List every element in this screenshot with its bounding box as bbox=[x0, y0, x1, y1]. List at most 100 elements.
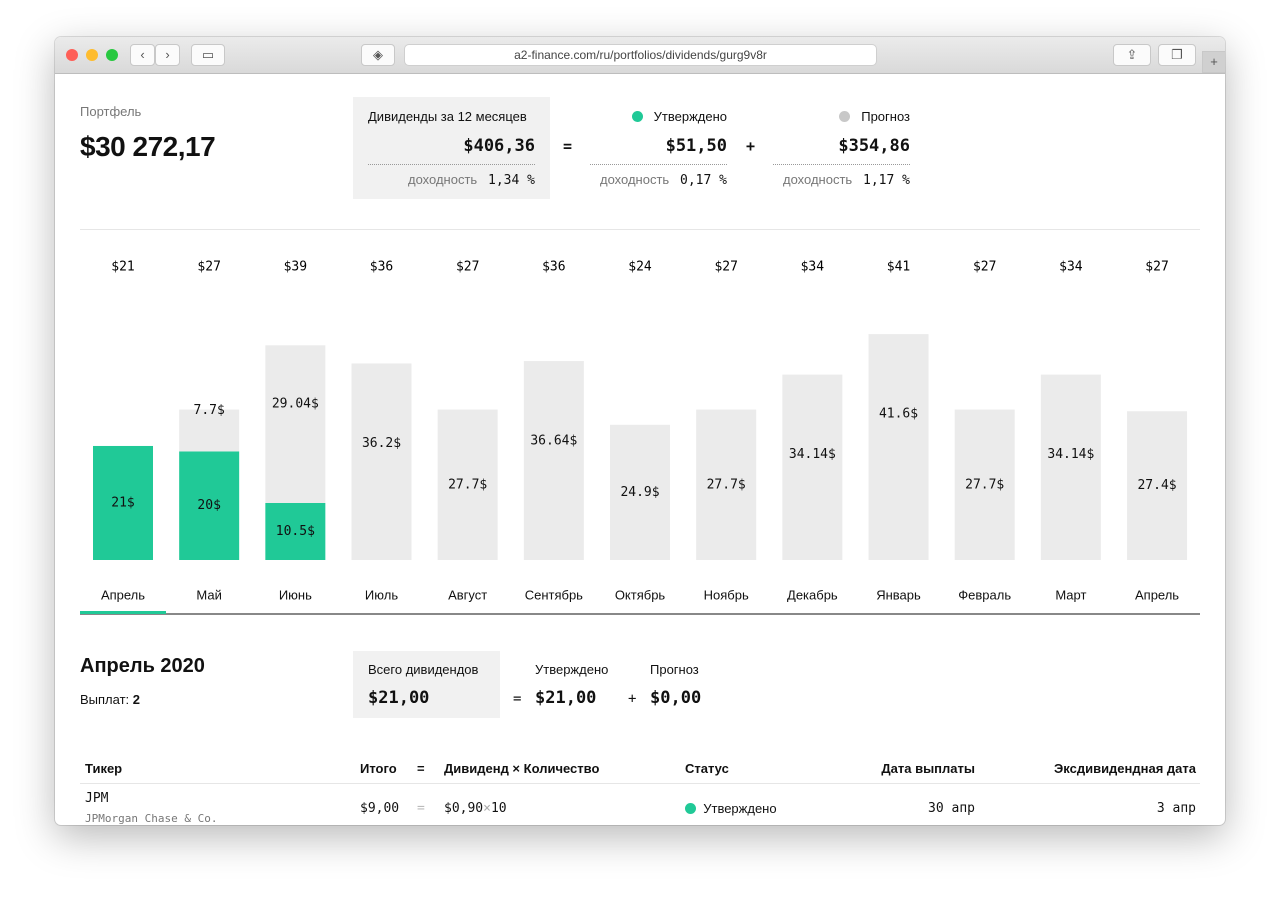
yield-value: 1,17 % bbox=[863, 173, 910, 188]
payments-count: 2 bbox=[132, 692, 141, 707]
portfolio-value: $30 272,17 bbox=[80, 131, 216, 162]
summary-title: Дивиденды за 12 месяцев bbox=[368, 109, 527, 124]
header-cell: Тикер bbox=[85, 761, 123, 776]
month-tab[interactable]: Август bbox=[448, 587, 487, 602]
period-forecast: $0,00 bbox=[650, 688, 702, 708]
bar-segment[interactable] bbox=[1040, 374, 1101, 560]
bar-segment[interactable] bbox=[954, 409, 1015, 560]
divider bbox=[590, 164, 727, 165]
bar-segment[interactable] bbox=[782, 374, 843, 560]
header-cell: Итого bbox=[360, 761, 397, 776]
status-label: Утверждено bbox=[703, 801, 777, 816]
bar-segment[interactable] bbox=[868, 334, 929, 560]
bar-segment[interactable] bbox=[610, 424, 671, 560]
bar-label: 7.7$ bbox=[194, 403, 225, 418]
status: Утверждено bbox=[685, 801, 777, 816]
bar-segment[interactable] bbox=[437, 409, 498, 560]
close-button[interactable] bbox=[66, 49, 78, 61]
browser-window: ‹ › ▭ ◈ a2-finance.com/ru/portfolios/div… bbox=[55, 37, 1225, 825]
divider bbox=[368, 164, 535, 165]
month-tab[interactable]: Март bbox=[1055, 587, 1086, 602]
address-bar[interactable]: a2-finance.com/ru/portfolios/dividends/g… bbox=[404, 44, 877, 66]
month-tab[interactable]: Январь bbox=[876, 587, 921, 602]
share-button[interactable]: ⇪ bbox=[1113, 44, 1151, 66]
bar-segment[interactable] bbox=[265, 345, 326, 503]
legend-dot bbox=[631, 111, 643, 122]
bar-segment[interactable] bbox=[523, 361, 584, 560]
total-label: $27 bbox=[973, 260, 996, 275]
ticker[interactable]: JPM bbox=[85, 791, 109, 806]
total-label: $27 bbox=[197, 260, 220, 275]
bar-segment[interactable] bbox=[351, 363, 412, 560]
summary-total: $406,36 bbox=[463, 136, 535, 156]
forecast-total: $354,86 bbox=[838, 136, 910, 156]
month-tab[interactable]: Июль bbox=[365, 587, 398, 602]
yield-label: доходность bbox=[782, 172, 853, 187]
dividend-chart: $21 21$ Апрель $27 20$ 7.7$ Май $39 10.5$ 29.04$ И… bbox=[80, 260, 1200, 615]
bar-label: 34.14$ bbox=[789, 447, 836, 462]
bar-label: 27.7$ bbox=[965, 477, 1004, 492]
payments-label: Выплат: bbox=[80, 692, 130, 707]
legend-label: Утверждено bbox=[653, 109, 727, 124]
active-tab-indicator bbox=[80, 611, 166, 614]
bar-label: 21$ bbox=[111, 495, 135, 510]
bar-segment[interactable] bbox=[265, 502, 326, 560]
total-label: $34 bbox=[801, 260, 825, 275]
bar-segment[interactable] bbox=[93, 445, 153, 560]
sidebar-button[interactable]: ▭ bbox=[191, 44, 225, 66]
ex-date: 3 апр bbox=[1156, 801, 1196, 816]
total-label: $34 bbox=[1059, 260, 1083, 275]
bar-label: 27.4$ bbox=[1137, 478, 1176, 493]
month-tab[interactable]: Октябрь bbox=[615, 587, 666, 602]
total-label: $39 bbox=[284, 260, 307, 275]
month-tab[interactable]: Сентябрь bbox=[525, 587, 583, 602]
period-approved: $21,00 bbox=[535, 688, 597, 708]
header-cell: Дивиденд × Количество bbox=[444, 761, 600, 776]
month-tab[interactable]: Декабрь bbox=[787, 587, 838, 602]
bar-segment[interactable] bbox=[179, 451, 240, 560]
tabs-button[interactable]: ❐ bbox=[1158, 44, 1196, 66]
forward-button[interactable]: › bbox=[155, 44, 180, 66]
month-tab[interactable]: Февраль bbox=[958, 587, 1011, 602]
month-tab[interactable]: Апрель bbox=[101, 587, 145, 602]
period-approved-label: Утверждено bbox=[535, 662, 609, 677]
back-button[interactable]: ‹ bbox=[130, 44, 155, 66]
quantity: 10 bbox=[490, 801, 507, 816]
bar-label: 36.2$ bbox=[362, 436, 401, 451]
legend-forecast: Прогноз bbox=[773, 109, 910, 124]
bar-label: 29.04$ bbox=[272, 397, 319, 412]
payments: Выплат: 2 bbox=[80, 692, 140, 707]
month-tab[interactable]: Ноябрь bbox=[704, 587, 749, 602]
legend-dot bbox=[839, 111, 851, 122]
plus: + bbox=[746, 137, 756, 155]
separator bbox=[80, 229, 1200, 230]
total-label: $36 bbox=[370, 260, 393, 275]
company: JPMorgan Chase & Co. bbox=[85, 812, 218, 825]
equals: = bbox=[563, 137, 573, 155]
header-cell: Дата выплаты bbox=[881, 761, 975, 776]
minimize-button[interactable] bbox=[86, 49, 98, 61]
bar-label: 27.7$ bbox=[707, 477, 746, 492]
bar-segment[interactable] bbox=[179, 409, 240, 452]
month-tab[interactable]: Май bbox=[196, 587, 221, 602]
period-total-label: Всего дивидендов bbox=[368, 662, 479, 677]
page-content: Портфель $30 272,17 Дивиденды за 12 меся… bbox=[55, 74, 1225, 825]
bar-label: 20$ bbox=[197, 498, 221, 513]
new-tab-button[interactable]: + bbox=[1202, 51, 1225, 73]
url: a2-finance.com/ru/portfolios/dividends/g… bbox=[514, 48, 767, 62]
yield-row: доходность 0,17 % bbox=[590, 172, 727, 188]
portfolio-label: Портфель bbox=[80, 104, 142, 119]
month-tab[interactable]: Апрель bbox=[1135, 587, 1179, 602]
zoom-button[interactable] bbox=[106, 49, 118, 61]
shield-button[interactable]: ◈ bbox=[361, 44, 395, 66]
dividend-formula: $0,90×10 bbox=[444, 801, 507, 816]
month-tab[interactable]: Июнь bbox=[279, 587, 312, 602]
bar-segment[interactable] bbox=[1127, 411, 1188, 560]
pay-date: 30 апр bbox=[928, 801, 975, 816]
bar-label: 10.5$ bbox=[276, 524, 315, 539]
toolbar: ‹ › ▭ ◈ a2-finance.com/ru/portfolios/div… bbox=[55, 37, 1225, 74]
bar-segment[interactable] bbox=[696, 409, 757, 560]
total-label: $27 bbox=[456, 260, 479, 275]
legend-approved: Утверждено bbox=[590, 109, 727, 124]
